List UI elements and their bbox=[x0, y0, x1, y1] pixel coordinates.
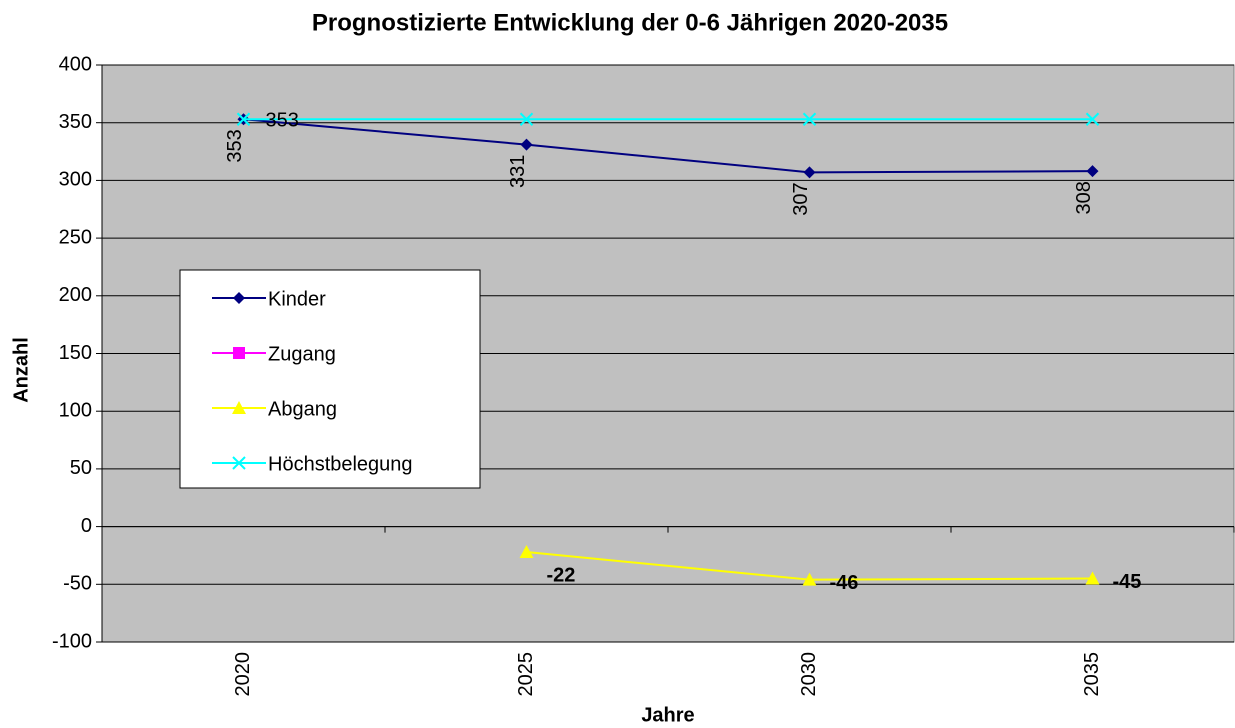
legend: Kinder Zugang Abgang Höchstbelegung bbox=[179, 269, 481, 489]
y-tick-label: 150 bbox=[59, 342, 92, 364]
marker bbox=[233, 347, 245, 359]
y-tick-label: 250 bbox=[59, 226, 92, 248]
marker bbox=[520, 138, 533, 151]
data-label: -45 bbox=[1113, 571, 1142, 593]
y-tick-label: 400 bbox=[59, 53, 92, 75]
y-tick-label: -50 bbox=[63, 573, 92, 595]
y-tick-label: 50 bbox=[70, 457, 92, 479]
y-tick-label: 0 bbox=[81, 515, 92, 537]
y-tick-label: -100 bbox=[52, 630, 92, 652]
marker bbox=[802, 572, 817, 586]
marker bbox=[519, 112, 534, 126]
x-tick-label: 2035 bbox=[1081, 652, 1103, 697]
data-label: 308 bbox=[1073, 181, 1095, 214]
marker bbox=[236, 112, 251, 126]
data-label: 353 bbox=[266, 110, 299, 132]
y-tick-label: 300 bbox=[59, 169, 92, 191]
marker bbox=[1085, 571, 1100, 585]
marker bbox=[232, 456, 246, 470]
chart-title: Prognostizierte Entwicklung der 0-6 Jähr… bbox=[312, 9, 948, 36]
marker bbox=[803, 166, 816, 179]
y-axis-label: Anzahl bbox=[10, 337, 32, 403]
series-line bbox=[243, 118, 1093, 174]
y-tick-label: 100 bbox=[59, 399, 92, 421]
x-tick-label: 2030 bbox=[798, 652, 820, 697]
legend-box bbox=[179, 269, 481, 489]
legend-label: Abgang bbox=[268, 398, 337, 420]
marker bbox=[802, 112, 817, 126]
y-tick-label: 200 bbox=[59, 284, 92, 306]
data-label: 353 bbox=[224, 129, 246, 162]
x-axis-label: Jahre bbox=[641, 704, 694, 726]
y-tick-label: 350 bbox=[59, 111, 92, 133]
marker bbox=[519, 544, 534, 558]
data-label: -46 bbox=[830, 572, 859, 594]
marker bbox=[232, 401, 246, 414]
marker bbox=[1086, 165, 1099, 178]
x-tick-label: 2020 bbox=[232, 652, 254, 697]
legend-label: Kinder bbox=[268, 288, 326, 310]
data-label: -22 bbox=[547, 564, 576, 586]
x-tick-label: 2025 bbox=[515, 652, 537, 697]
data-label: 331 bbox=[507, 155, 529, 188]
marker bbox=[1085, 112, 1100, 126]
marker bbox=[233, 292, 245, 304]
data-label: 307 bbox=[790, 182, 812, 215]
legend-label: Höchstbelegung bbox=[268, 453, 413, 475]
legend-label: Zugang bbox=[268, 343, 336, 365]
